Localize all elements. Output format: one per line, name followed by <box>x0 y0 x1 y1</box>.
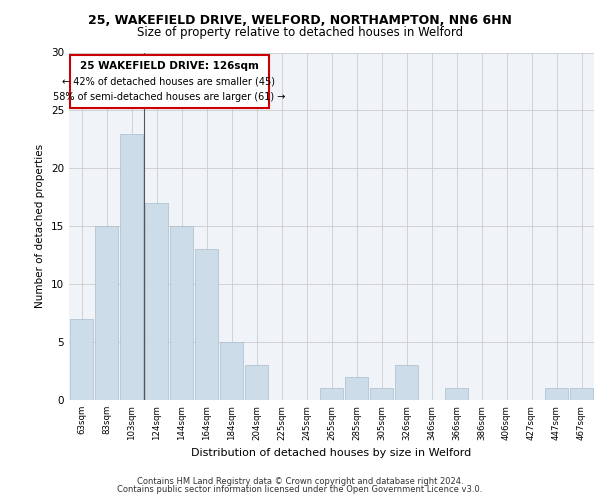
Y-axis label: Number of detached properties: Number of detached properties <box>35 144 46 308</box>
Text: Contains HM Land Registry data © Crown copyright and database right 2024.: Contains HM Land Registry data © Crown c… <box>137 477 463 486</box>
Text: Contains public sector information licensed under the Open Government Licence v3: Contains public sector information licen… <box>118 485 482 494</box>
Text: 25, WAKEFIELD DRIVE, WELFORD, NORTHAMPTON, NN6 6HN: 25, WAKEFIELD DRIVE, WELFORD, NORTHAMPTO… <box>88 14 512 27</box>
Bar <box>320 388 343 400</box>
Bar <box>70 55 269 108</box>
Bar <box>570 388 593 400</box>
Bar <box>395 365 418 400</box>
Bar <box>220 342 243 400</box>
Text: Size of property relative to detached houses in Welford: Size of property relative to detached ho… <box>137 26 463 39</box>
Text: ← 42% of detached houses are smaller (45): ← 42% of detached houses are smaller (45… <box>62 76 275 86</box>
Bar <box>545 388 568 400</box>
Bar <box>120 134 143 400</box>
X-axis label: Distribution of detached houses by size in Welford: Distribution of detached houses by size … <box>191 448 472 458</box>
Bar <box>170 226 193 400</box>
Bar <box>245 365 268 400</box>
Bar <box>70 319 93 400</box>
Text: 58% of semi-detached houses are larger (61) →: 58% of semi-detached houses are larger (… <box>53 92 285 102</box>
Bar <box>370 388 393 400</box>
Bar <box>145 203 168 400</box>
Bar <box>345 377 368 400</box>
Bar <box>195 250 218 400</box>
Bar <box>95 226 118 400</box>
Bar <box>445 388 468 400</box>
Text: 25 WAKEFIELD DRIVE: 126sqm: 25 WAKEFIELD DRIVE: 126sqm <box>80 62 259 72</box>
